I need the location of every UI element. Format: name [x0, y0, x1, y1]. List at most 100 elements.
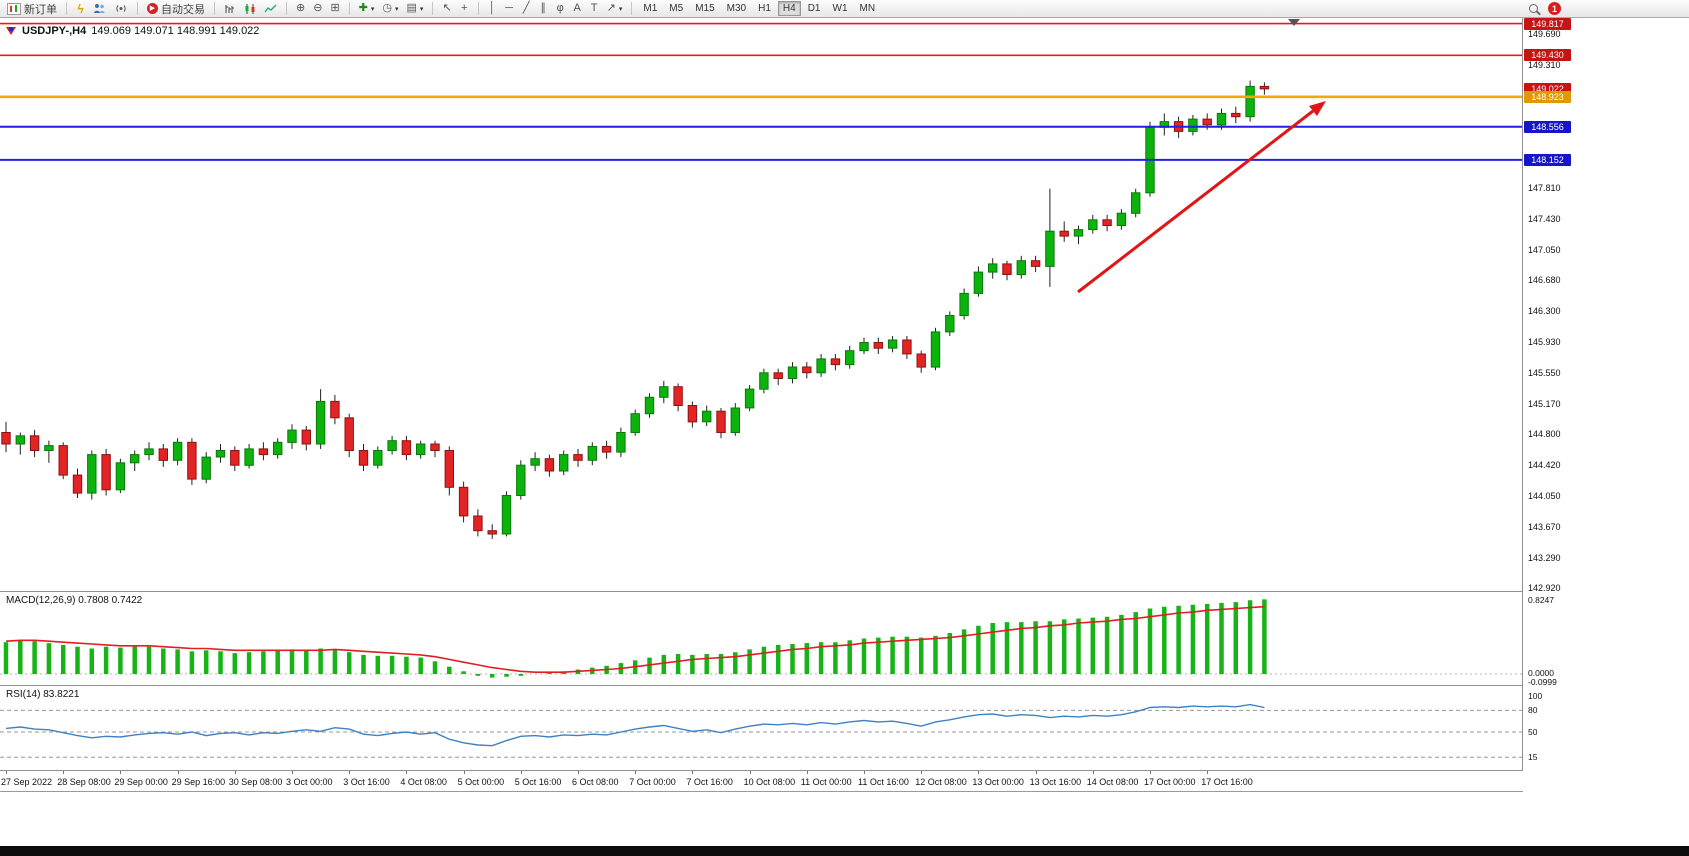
time-tick — [864, 771, 865, 774]
trading-community-button[interactable] — [89, 1, 110, 17]
horizontal-line-button[interactable]: ─ — [501, 1, 518, 17]
cursor-button[interactable]: ↖ — [438, 1, 455, 17]
broadcast-icon — [116, 5, 126, 12]
price-tick: 145.550 — [1528, 367, 1561, 378]
macd-axis-zero: 0.0000 — [1528, 668, 1554, 678]
zoom-in-icon: ⊕ — [296, 2, 306, 14]
clock-icon: ◷ — [382, 2, 392, 14]
time-label: 6 Oct 08:00 — [572, 777, 619, 787]
price-badge: 148.923 — [1524, 90, 1571, 103]
zoom-in-button[interactable]: ⊕ — [292, 1, 309, 17]
candlestick-chart-button[interactable] — [240, 1, 260, 17]
zoom-out-button[interactable]: ⊖ — [309, 1, 326, 17]
market-news-button[interactable] — [110, 1, 132, 17]
timeframe-h1-button[interactable]: H1 — [758, 3, 771, 14]
channel-button[interactable]: ∥ — [535, 1, 552, 17]
rsi-chart[interactable] — [0, 686, 1522, 770]
macd-chart[interactable] — [0, 592, 1522, 685]
time-label: 3 Oct 00:00 — [286, 777, 333, 787]
timeframe-m5-button[interactable]: M5 — [669, 3, 684, 14]
trend-arrow — [1077, 109, 1314, 294]
fibonacci-icon: φ — [556, 2, 564, 14]
time-tick — [1207, 771, 1209, 774]
time-tick — [63, 771, 65, 774]
traders-icon — [94, 4, 105, 13]
label-button[interactable]: T — [586, 1, 603, 17]
time-tick — [978, 771, 980, 774]
time-label: 29 Sep 16:00 — [171, 777, 226, 787]
price-chart[interactable] — [0, 18, 1522, 591]
price-badge: 149.817 — [1524, 17, 1571, 30]
indicators-button[interactable]: ✚ ▾ — [355, 1, 379, 17]
time-label: 7 Oct 00:00 — [629, 777, 676, 787]
crosshair-button[interactable]: + — [456, 1, 473, 17]
caret-down-icon: ▾ — [618, 5, 623, 13]
time-tick — [1035, 771, 1037, 774]
new-order-label: 新订单 — [24, 3, 57, 16]
time-label: 11 Oct 00:00 — [800, 777, 852, 787]
text-button[interactable]: A — [569, 1, 586, 17]
trendline-button[interactable]: ╱ — [518, 1, 535, 17]
toolbar: 新订单 ϟ ▶ 自动交易 — [0, 0, 1689, 18]
panel-separator[interactable] — [0, 591, 1689, 592]
chart-symbol-icon — [6, 26, 16, 35]
bar-chart-button[interactable] — [220, 1, 240, 17]
time-tick — [120, 771, 122, 774]
search-icon[interactable] — [1529, 4, 1538, 13]
price-tick: 147.430 — [1528, 213, 1561, 224]
periods-button[interactable]: ◷ ▾ — [378, 1, 402, 17]
price-badge: 149.430 — [1524, 49, 1571, 62]
caret-down-icon: ▾ — [419, 5, 424, 13]
fibonacci-button[interactable]: φ — [552, 1, 569, 17]
auto-trading-button[interactable]: ▶ 自动交易 — [143, 1, 209, 17]
templates-button[interactable]: ▤ ▾ — [403, 1, 428, 17]
separator — [477, 2, 479, 15]
one-click-trading-button[interactable]: ϟ — [72, 1, 89, 17]
panel-separator[interactable] — [0, 685, 1689, 686]
bar-chart-icon — [225, 4, 234, 13]
time-label: 14 Oct 08:00 — [1086, 777, 1139, 787]
line-chart-button[interactable] — [260, 1, 281, 17]
bottom-bar — [0, 846, 1689, 856]
template-icon: ▤ — [406, 2, 417, 14]
timeframe-m30-button[interactable]: M30 — [726, 3, 747, 14]
timeframe-m1-button[interactable]: M1 — [643, 3, 658, 14]
arrows-button[interactable]: ↗ ▾ — [603, 1, 627, 17]
separator — [631, 2, 633, 15]
axis-separator — [1522, 18, 1523, 792]
timeframe-m15-button[interactable]: M15 — [695, 3, 715, 14]
timeframe-d1-button[interactable]: D1 — [807, 3, 821, 14]
notification-badge[interactable]: 1 — [1548, 2, 1561, 15]
separator — [286, 2, 287, 15]
rsi-axis-label: 50 — [1528, 727, 1538, 737]
time-axis[interactable]: 27 Sep 2022 28 Sep 08:00 29 Sep 00:00 29 Se… — [0, 771, 1689, 792]
chart-info-line: USDJPY-,H4 149.069 149.071 148.991 149.0… — [6, 25, 259, 37]
time-label: 7 Oct 16:00 — [686, 777, 733, 787]
macd-axis-min: -0.0999 — [1528, 677, 1557, 687]
time-label: 10 Oct 08:00 — [743, 777, 796, 787]
tile-windows-icon: ⊞ — [330, 2, 340, 14]
arrow-icon: ↗ — [606, 2, 616, 14]
time-label: 13 Oct 00:00 — [972, 777, 1024, 787]
timeframe-h4-button[interactable]: H4 — [777, 1, 801, 16]
time-tick — [234, 771, 236, 774]
vertical-line-button[interactable]: │ — [484, 1, 501, 17]
price-tick: 143.290 — [1528, 552, 1561, 563]
time-tick — [806, 771, 808, 774]
price-tick: 144.420 — [1528, 460, 1561, 471]
time-label: 17 Oct 00:00 — [1144, 777, 1196, 787]
price-tick: 142.920 — [1528, 582, 1561, 593]
chart-ohlc-values: 149.069 149.071 148.991 149.022 — [91, 25, 260, 37]
tile-windows-button[interactable]: ⊞ — [326, 1, 343, 17]
price-axis[interactable]: 149.690 149.310 147.810 147.430 147.050 146.6… — [1523, 17, 1689, 792]
time-label: 27 Sep 2022 — [1, 777, 53, 787]
new-order-button[interactable]: 新订单 — [3, 1, 61, 17]
time-label: 29 Sep 00:00 — [114, 777, 168, 787]
timeframe-toolbar: M1 M5 M15 M30 H1 H4 D1 W1 MN — [634, 0, 884, 17]
timeframe-mn-button[interactable]: MN — [859, 3, 876, 14]
time-tick — [749, 771, 751, 774]
lightning-icon: ϟ — [77, 1, 84, 16]
new-order-icon — [7, 2, 21, 15]
timeframe-w1-button[interactable]: W1 — [832, 3, 848, 14]
